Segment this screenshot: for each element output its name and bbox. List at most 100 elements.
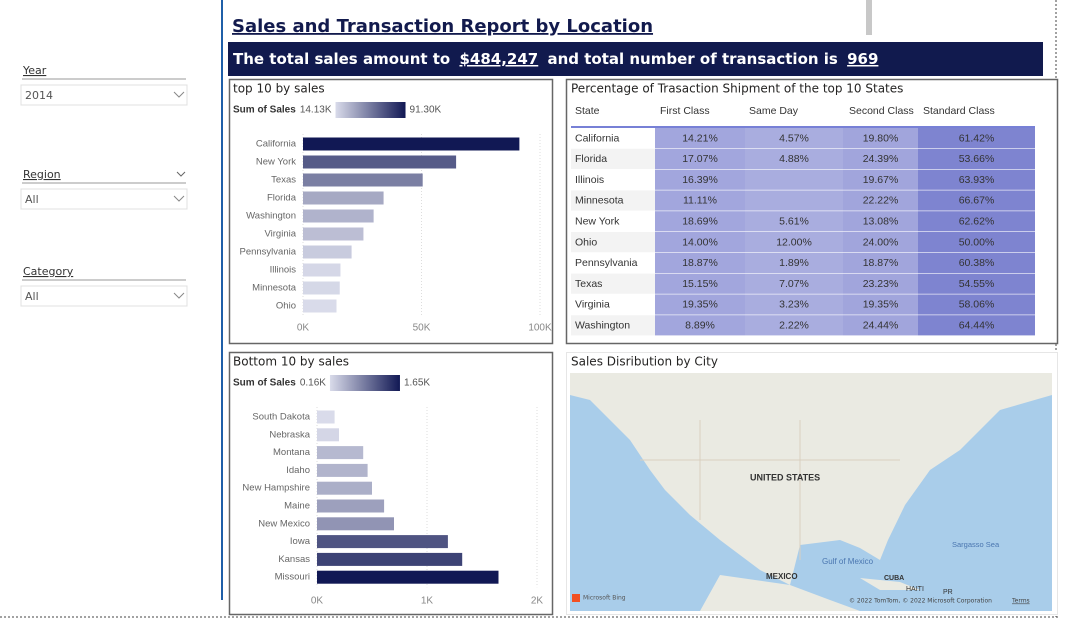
bar[interactable] bbox=[303, 173, 423, 187]
table-cell bbox=[655, 211, 745, 232]
cell-value: 62.62% bbox=[959, 215, 995, 227]
cell-value: 64.44% bbox=[959, 319, 995, 331]
cell-value: 14.00% bbox=[682, 236, 718, 248]
summary-banner bbox=[228, 42, 1043, 76]
y-tick-label: Ohio bbox=[276, 301, 296, 312]
bar[interactable] bbox=[303, 299, 337, 313]
chevron[interactable] bbox=[173, 91, 185, 98]
chevron[interactable] bbox=[173, 292, 185, 299]
bar[interactable] bbox=[303, 191, 384, 205]
summary: The total sales amount to $484,247 and t… bbox=[233, 50, 878, 68]
table-cell bbox=[745, 128, 843, 149]
cell-value: 24.39% bbox=[863, 153, 899, 165]
dropdown[interactable] bbox=[20, 84, 188, 106]
summary-text: The total sales amount to bbox=[233, 50, 450, 68]
table-cell bbox=[655, 294, 745, 315]
slicer-label: Year bbox=[22, 64, 47, 77]
cell-value: 61.42% bbox=[959, 132, 995, 144]
cell-value: 23.23% bbox=[863, 278, 899, 290]
cell-value: 24.44% bbox=[863, 319, 899, 331]
column-header: Same Day bbox=[749, 105, 799, 117]
bar[interactable] bbox=[317, 535, 448, 549]
slicer-label: Category bbox=[23, 265, 74, 278]
bar[interactable] bbox=[303, 137, 520, 151]
bar[interactable] bbox=[317, 410, 335, 424]
bar[interactable] bbox=[303, 155, 457, 169]
map[interactable] bbox=[570, 373, 1052, 611]
cell-value: 18.87% bbox=[682, 257, 718, 269]
x-tick-label: 50K bbox=[413, 323, 431, 334]
table-cell bbox=[655, 148, 745, 169]
bar[interactable] bbox=[303, 263, 341, 277]
bar[interactable] bbox=[303, 245, 352, 259]
row-label: Texas bbox=[575, 278, 602, 290]
chevron[interactable] bbox=[176, 171, 186, 177]
y-tick-label: New York bbox=[256, 157, 296, 168]
bar[interactable] bbox=[317, 499, 385, 513]
map-land bbox=[700, 575, 860, 611]
row-label: Illinois bbox=[575, 174, 604, 186]
x-tick-label: 100K bbox=[528, 323, 552, 334]
cell-value: 5.61% bbox=[779, 215, 809, 227]
table-cell bbox=[655, 169, 745, 190]
table-cell bbox=[843, 211, 918, 232]
table-cell bbox=[571, 315, 655, 336]
dropdown[interactable] bbox=[20, 188, 188, 210]
table-cell bbox=[745, 169, 843, 190]
bar[interactable] bbox=[317, 446, 364, 460]
bar[interactable] bbox=[317, 481, 372, 495]
cell-value: 19.80% bbox=[863, 132, 899, 144]
y-tick-label: Pennsylvania bbox=[239, 247, 296, 258]
cell-value: 7.07% bbox=[779, 278, 809, 290]
table-cell bbox=[571, 190, 655, 211]
cell-value: 3.23% bbox=[779, 299, 809, 311]
chart-title: Bottom 10 by sales bbox=[233, 355, 349, 369]
x-tick-label: 0K bbox=[311, 596, 324, 607]
table-cell bbox=[745, 315, 843, 336]
column-header: First Class bbox=[660, 105, 710, 117]
bar[interactable] bbox=[303, 281, 340, 295]
table-cell bbox=[571, 294, 655, 315]
bar[interactable] bbox=[317, 552, 463, 566]
table-cell bbox=[843, 294, 918, 315]
table-cell bbox=[843, 315, 918, 336]
bar[interactable] bbox=[317, 570, 499, 584]
cell-value: 66.67% bbox=[959, 195, 995, 207]
visual-frame bbox=[228, 78, 554, 345]
y-tick-label: Iowa bbox=[290, 536, 311, 547]
total-sales: $484,247 bbox=[459, 50, 538, 68]
table-cell bbox=[843, 128, 918, 149]
table-cell bbox=[918, 315, 1035, 336]
map-title: Sales Disribution by City bbox=[571, 355, 718, 369]
cell-value: 19.35% bbox=[863, 299, 899, 311]
bar[interactable] bbox=[303, 227, 364, 241]
map-terms[interactable]: Terms bbox=[1011, 598, 1030, 605]
cell-value: 4.57% bbox=[779, 132, 809, 144]
legend-min: 14.13K bbox=[300, 105, 332, 116]
table-cell bbox=[843, 273, 918, 294]
row-label: California bbox=[575, 132, 620, 144]
y-tick-label: Idaho bbox=[286, 465, 310, 476]
bar[interactable] bbox=[317, 428, 339, 442]
transaction-count: 969 bbox=[847, 50, 878, 68]
table-cell bbox=[918, 252, 1035, 273]
legend-gradient bbox=[335, 102, 406, 118]
bar[interactable] bbox=[317, 463, 368, 477]
table-cell bbox=[918, 128, 1035, 149]
dropdown[interactable] bbox=[20, 285, 188, 307]
column-header: Standard Class bbox=[923, 105, 995, 117]
table-cell bbox=[655, 232, 745, 253]
cell-value: 16.39% bbox=[682, 174, 718, 186]
legend-title: Sum of Sales bbox=[233, 105, 296, 116]
table-cell bbox=[918, 294, 1035, 315]
cell-value: 11.11% bbox=[683, 195, 717, 207]
scrollbar[interactable] bbox=[866, 0, 872, 35]
table-cell bbox=[571, 211, 655, 232]
table-cell bbox=[745, 211, 843, 232]
chevron[interactable] bbox=[173, 195, 185, 202]
bar[interactable] bbox=[317, 517, 394, 531]
cell-value: 15.15% bbox=[682, 278, 718, 290]
bar[interactable] bbox=[303, 209, 374, 223]
row-label: Virginia bbox=[575, 299, 610, 311]
